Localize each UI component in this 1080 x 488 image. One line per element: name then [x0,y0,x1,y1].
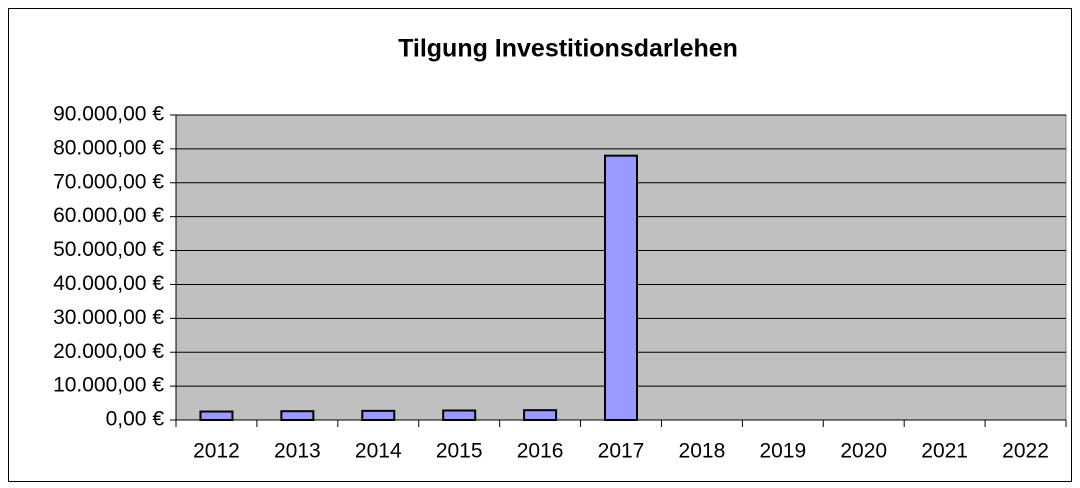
bar [604,154,638,422]
x-tick-label: 2018 [679,440,726,463]
x-tick-label: 2013 [274,440,321,463]
x-tick-label: 2016 [517,440,564,463]
x-tick-label: 2014 [355,440,402,463]
bar [280,410,315,422]
y-tick-label: 20.000,00 € [53,340,164,363]
y-tick-label: 50.000,00 € [53,238,164,261]
y-tick-label: 10.000,00 € [53,374,164,397]
x-tick-label: 2012 [193,440,240,463]
y-tick-label: 90.000,00 € [53,103,164,126]
x-tick-label: 2015 [436,440,483,463]
chart-title: Tilgung Investitionsdarlehen [398,35,738,63]
bar [523,409,558,421]
bar [199,410,234,421]
y-tick-label: 60.000,00 € [53,204,164,227]
y-tick-label: 40.000,00 € [53,272,164,295]
x-tick-label: 2020 [840,440,887,463]
y-tick-label: 70.000,00 € [53,170,164,193]
x-tick-label: 2019 [759,440,806,463]
y-tick-label: 80.000,00 € [53,136,164,159]
bar [361,409,396,422]
x-tick-label: 2017 [598,440,645,463]
y-tick-label: 30.000,00 € [53,306,164,329]
x-tick-label: 2022 [1002,440,1049,463]
x-tick-label: 2021 [921,440,968,463]
bar [442,409,477,421]
y-tick-label: 0,00 € [106,408,165,431]
